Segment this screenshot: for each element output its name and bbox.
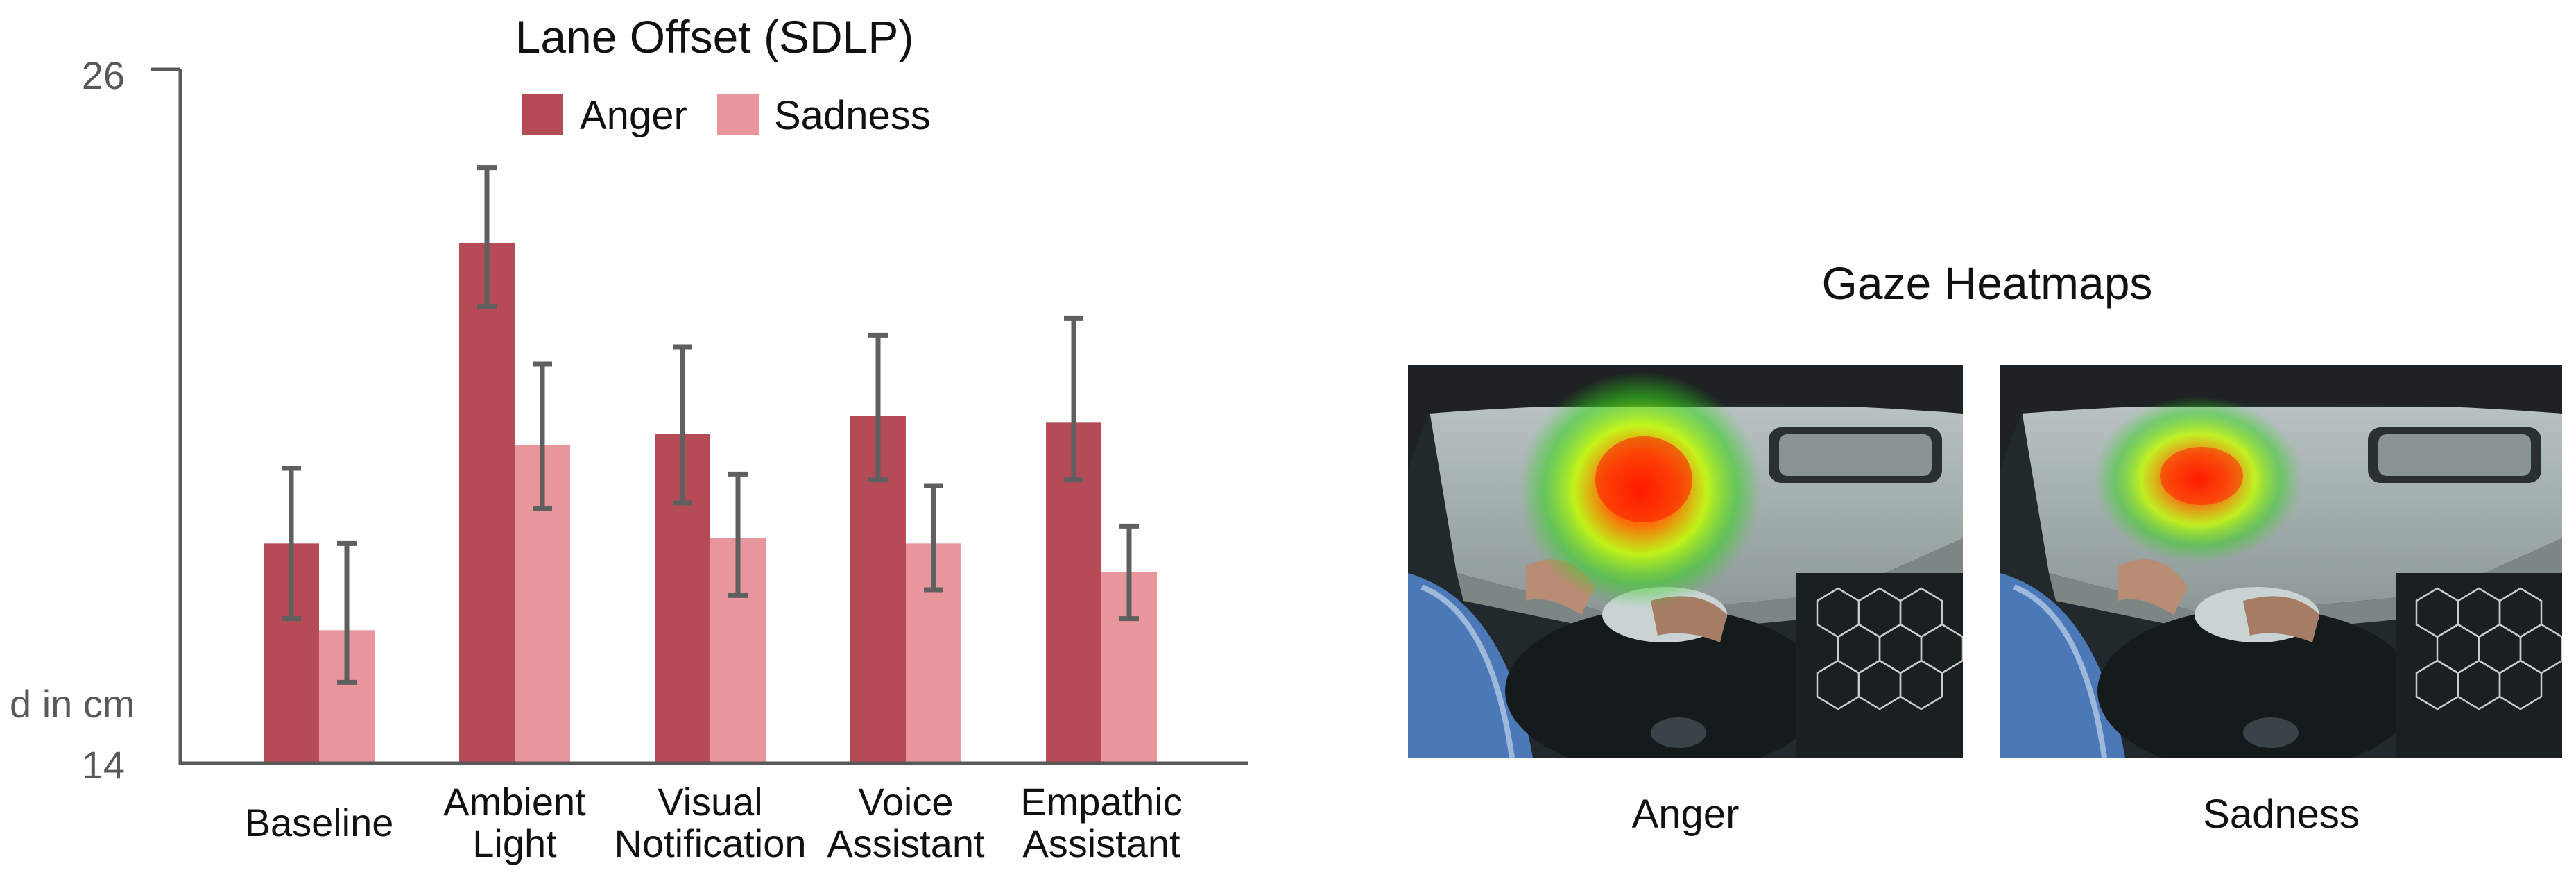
category-label-0: Baseline [245, 801, 394, 844]
error-bar-sadness-0 [337, 540, 357, 685]
error-bar-sadness-4 [1119, 523, 1139, 622]
legend-label-anger: Anger [580, 93, 687, 138]
y-axis-label: d in cm [10, 682, 135, 726]
category-label-1: Ambient Light [443, 780, 586, 865]
bar-group [264, 243, 1157, 763]
anger-heatmap-image [1408, 365, 1963, 758]
error-bar-sadness-3 [924, 483, 943, 593]
error-bar-group [282, 165, 1139, 685]
error-bar-anger-4 [1064, 315, 1083, 483]
error-bar-anger-2 [673, 344, 692, 506]
legend-label-sadness: Sadness [774, 93, 931, 138]
legend-swatch-sadness [717, 94, 759, 135]
y-tick-top: 26 [82, 53, 125, 97]
bar-anger-1 [459, 243, 515, 763]
chart-title: Lane Offset (SDLP) [515, 11, 914, 62]
category-labels: Baseline Ambient Light Visual NotificationVo… [245, 780, 1183, 865]
y-tick-bottom: 14 [82, 743, 125, 787]
lane-offset-chart: Lane Offset (SDLP) Anger Sadness 26 14 d… [10, 11, 1248, 865]
error-bar-anger-1 [477, 165, 497, 309]
error-bar-anger-3 [868, 332, 888, 483]
sadness-heatmap-image [2000, 365, 2562, 758]
anger-heatmap-label: Anger [1631, 792, 1740, 837]
legend-swatch-anger [522, 94, 563, 135]
category-label-2: Visual Notification [614, 780, 806, 865]
sadness-heatmap-label: Sadness [2203, 792, 2360, 837]
error-bar-sadness-1 [533, 361, 552, 511]
error-bar-anger-0 [282, 466, 301, 622]
error-bar-sadness-2 [728, 471, 748, 598]
category-label-3: Voice Assistant [827, 780, 985, 865]
category-label-4: Empathic Assistant [1020, 780, 1182, 865]
y-axis [151, 67, 1248, 765]
legend: Anger Sadness [522, 93, 931, 138]
gaze-heatmaps-title: Gaze Heatmaps [1821, 257, 2153, 309]
